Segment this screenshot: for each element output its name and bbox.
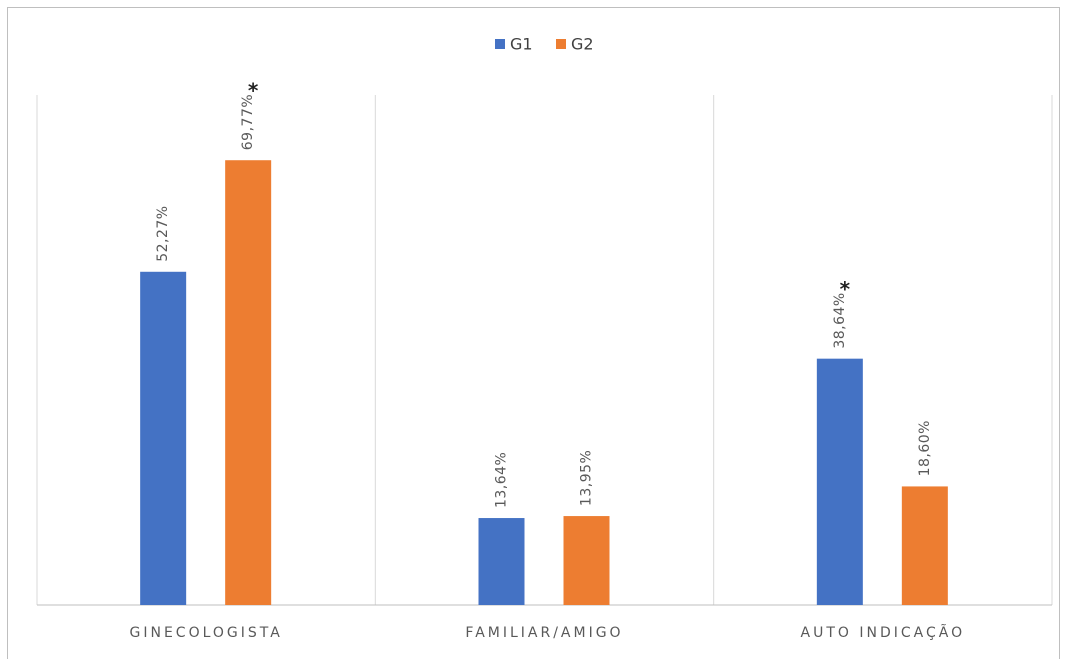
data-label: 52,27% bbox=[155, 205, 171, 261]
legend-label: G1 bbox=[510, 35, 533, 54]
legend-swatch bbox=[495, 39, 505, 49]
bar bbox=[478, 518, 525, 605]
bar bbox=[225, 160, 272, 605]
bar bbox=[140, 271, 187, 605]
frame bbox=[7, 7, 1060, 659]
x-tick-label: GINECOLOGISTA bbox=[130, 625, 283, 641]
data-label: 18,60% bbox=[917, 420, 933, 476]
legend-label: G2 bbox=[571, 35, 594, 54]
data-label: 13,95% bbox=[579, 450, 595, 506]
data-label: 13,64% bbox=[494, 452, 510, 508]
annotation: * bbox=[248, 78, 259, 102]
data-label: 38,64% bbox=[832, 292, 848, 348]
bar bbox=[563, 516, 610, 605]
x-tick-label: FAMILIAR/AMIGO bbox=[465, 625, 623, 641]
data-label: 69,77% bbox=[240, 94, 256, 150]
annotation: * bbox=[840, 277, 851, 301]
legend-swatch bbox=[556, 39, 566, 49]
bar bbox=[816, 358, 863, 605]
bar bbox=[901, 486, 948, 605]
x-tick-label: AUTO INDICAÇÃO bbox=[801, 624, 966, 641]
